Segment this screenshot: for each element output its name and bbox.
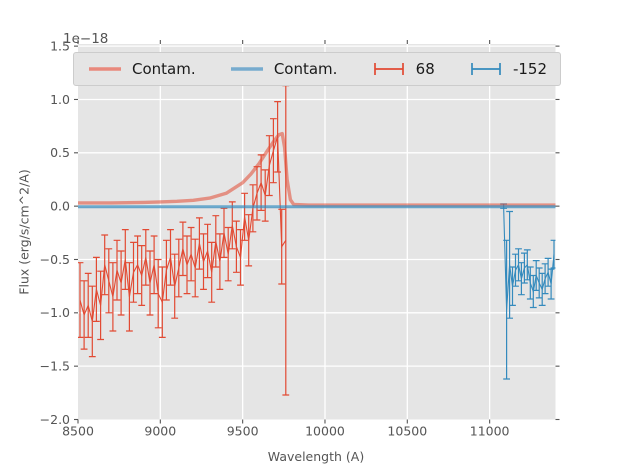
- legend: Contam. Contam. 68 -152: [73, 52, 561, 86]
- series-68: [78, 85, 290, 396]
- legend-entry-contam-red: Contam.: [87, 60, 196, 78]
- y-tick-labels: −2.0 −1.5 −1.0 −0.5 0.0 0.5 1.0 1.5: [40, 38, 70, 426]
- y-axis-label: Flux (erg/s/cm^2/A): [16, 169, 32, 295]
- x-axis-label: Wavelength (A): [267, 449, 365, 464]
- svg-text:−1.5: −1.5: [40, 358, 70, 373]
- errorbar-swatch-icon: [471, 63, 501, 75]
- legend-label: -152: [512, 60, 547, 78]
- svg-text:−2.0: −2.0: [40, 412, 70, 427]
- svg-text:0.0: 0.0: [50, 198, 70, 213]
- axes-background: [78, 44, 556, 420]
- line-swatch-icon: [89, 67, 121, 71]
- svg-text:1.0: 1.0: [50, 92, 70, 107]
- data-line: [503, 206, 555, 310]
- svg-text:11000: 11000: [470, 424, 510, 439]
- series-contam-red-: [78, 131, 556, 207]
- legend-entry-68: 68: [371, 60, 435, 78]
- legend-entry-152: -152: [468, 60, 547, 78]
- data-line: [78, 131, 556, 207]
- errorbar-swatch-icon: [373, 63, 404, 75]
- axis-ticks: [74, 40, 560, 424]
- svg-text:8500: 8500: [62, 424, 94, 439]
- line-swatch-icon: [230, 67, 263, 71]
- legend-label: 68: [415, 60, 435, 78]
- series--152: [500, 203, 556, 380]
- x-tick-labels: 8500 9000 9500 10000 10500 11000: [62, 424, 509, 439]
- legend-label: Contam.: [132, 60, 196, 78]
- svg-text:−0.5: −0.5: [40, 252, 70, 267]
- svg-text:1.5: 1.5: [50, 38, 70, 53]
- svg-text:9500: 9500: [227, 424, 259, 439]
- svg-text:0.5: 0.5: [50, 145, 70, 160]
- legend-entry-contam-blue: Contam.: [229, 60, 338, 78]
- legend-label: Contam.: [273, 60, 338, 78]
- svg-text:10500: 10500: [387, 424, 427, 439]
- svg-text:9000: 9000: [144, 424, 176, 439]
- svg-text:−1.0: −1.0: [40, 305, 70, 320]
- y-axis-offset-text: 1e−18: [63, 31, 109, 47]
- svg-text:10000: 10000: [305, 424, 345, 439]
- data-line: [79, 136, 287, 322]
